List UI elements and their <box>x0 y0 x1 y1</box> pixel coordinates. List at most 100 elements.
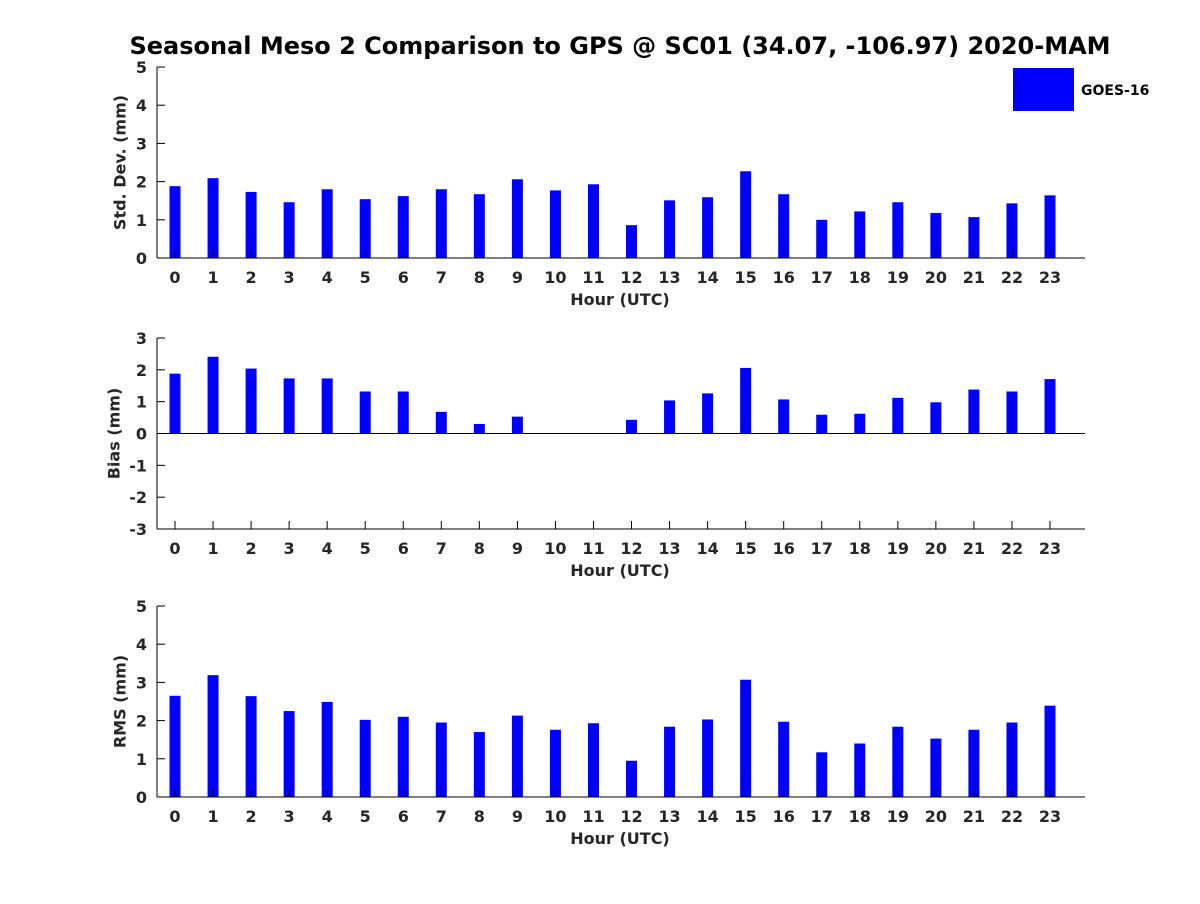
bar-1-18 <box>854 211 866 258</box>
x-tick-label: 1 <box>207 268 218 287</box>
x-tick-label: 3 <box>284 539 295 558</box>
x-tick-label: 17 <box>811 268 833 287</box>
bar-2-22 <box>1006 391 1018 434</box>
y-tick-label: 3 <box>136 673 147 692</box>
x-tick-label: 23 <box>1039 807 1061 826</box>
x-tick-label: 2 <box>246 268 257 287</box>
bar-2-17 <box>816 414 828 434</box>
x-axis-label: Hour (UTC) <box>570 561 670 580</box>
bar-1-17 <box>816 219 828 258</box>
y-tick-label: 3 <box>136 134 147 153</box>
y-tick-label: 4 <box>136 96 147 115</box>
bar-2-0 <box>169 373 181 434</box>
bar-1-22 <box>1006 203 1018 258</box>
bar-1-6 <box>397 196 409 258</box>
bar-1-14 <box>702 197 714 258</box>
x-tick-label: 4 <box>322 539 333 558</box>
bar-2-18 <box>854 413 866 434</box>
x-tick-label: 12 <box>620 807 642 826</box>
y-tick-label: -1 <box>129 456 147 475</box>
y-tick-label: 2 <box>136 712 147 731</box>
bar-2-1 <box>207 356 219 434</box>
x-tick-label: 2 <box>246 807 257 826</box>
x-tick-label: 5 <box>360 539 371 558</box>
y-tick-label: -3 <box>129 520 147 539</box>
x-tick-label: 10 <box>544 807 566 826</box>
bar-1-12 <box>626 225 638 258</box>
x-tick-label: 23 <box>1039 268 1061 287</box>
bar-1-10 <box>549 190 561 258</box>
x-tick-label: 11 <box>582 268 604 287</box>
bar-3-9 <box>511 715 523 797</box>
x-tick-label: 0 <box>169 539 180 558</box>
bar-2-20 <box>930 402 942 434</box>
bar-3-23 <box>1044 705 1056 797</box>
x-tick-label: 20 <box>925 539 947 558</box>
bar-2-8 <box>473 423 485 434</box>
x-tick-label: 9 <box>512 268 523 287</box>
bar-1-7 <box>435 189 447 258</box>
y-tick-label: 2 <box>136 173 147 192</box>
y-tick-label: 1 <box>136 750 147 769</box>
x-tick-label: 22 <box>1001 268 1023 287</box>
bar-2-2 <box>245 368 257 434</box>
bar-1-3 <box>283 202 295 258</box>
bar-3-7 <box>435 722 447 797</box>
bar-2-7 <box>435 411 447 434</box>
x-axis-label: Hour (UTC) <box>570 290 670 309</box>
bar-1-13 <box>664 200 676 258</box>
chart-title: Seasonal Meso 2 Comparison to GPS @ SC01… <box>129 32 1110 60</box>
x-tick-label: 2 <box>246 539 257 558</box>
y-axis-label: Std. Dev. (mm) <box>111 95 130 230</box>
x-tick-label: 6 <box>398 539 409 558</box>
x-tick-label: 7 <box>436 807 447 826</box>
x-tick-label: 19 <box>887 807 909 826</box>
x-tick-label: 16 <box>773 268 795 287</box>
y-tick-label: -2 <box>129 488 147 507</box>
bar-1-2 <box>245 191 257 258</box>
bar-3-14 <box>702 719 714 797</box>
legend-label: GOES-16 <box>1081 83 1149 99</box>
y-tick-label: 0 <box>136 425 147 444</box>
bar-1-9 <box>511 179 523 258</box>
bar-2-12 <box>626 419 638 434</box>
bar-3-4 <box>321 701 333 797</box>
bar-3-22 <box>1006 722 1018 797</box>
x-tick-label: 11 <box>582 807 604 826</box>
x-tick-label: 4 <box>322 807 333 826</box>
bar-2-19 <box>892 397 904 434</box>
bar-3-16 <box>778 721 790 797</box>
x-tick-label: 5 <box>360 268 371 287</box>
y-tick-label: 1 <box>136 393 147 412</box>
y-tick-label: 4 <box>136 635 147 654</box>
bar-2-3 <box>283 378 295 434</box>
bar-3-19 <box>892 726 904 797</box>
y-tick-label: 5 <box>136 58 147 77</box>
bar-1-4 <box>321 189 333 258</box>
bar-1-5 <box>359 199 371 258</box>
x-tick-label: 18 <box>849 807 871 826</box>
x-tick-label: 13 <box>658 807 680 826</box>
y-tick-label: 2 <box>136 361 147 380</box>
x-tick-label: 7 <box>436 539 447 558</box>
x-tick-label: 9 <box>512 539 523 558</box>
bar-3-11 <box>587 723 599 797</box>
bar-1-1 <box>207 178 219 258</box>
legend: GOES-16 <box>1013 68 1149 111</box>
x-tick-label: 15 <box>735 268 757 287</box>
bar-3-5 <box>359 719 371 797</box>
bar-3-6 <box>397 716 409 797</box>
x-tick-label: 22 <box>1001 539 1023 558</box>
x-tick-label: 3 <box>284 268 295 287</box>
bar-2-4 <box>321 378 333 434</box>
x-tick-label: 20 <box>925 268 947 287</box>
x-tick-label: 0 <box>169 807 180 826</box>
bar-1-23 <box>1044 195 1056 258</box>
x-tick-label: 18 <box>849 539 871 558</box>
x-tick-label: 8 <box>474 268 485 287</box>
